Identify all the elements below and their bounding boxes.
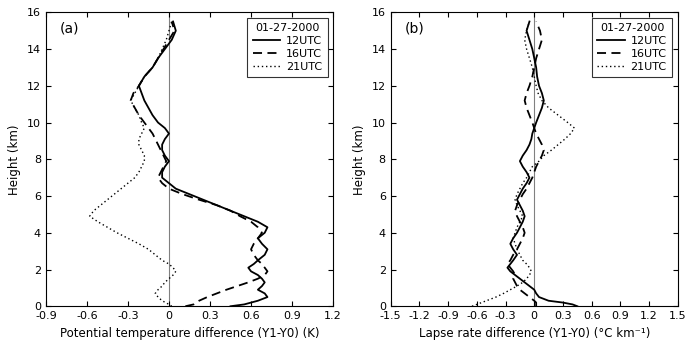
Legend: 12UTC, 16UTC, 21UTC: 12UTC, 16UTC, 21UTC (591, 18, 672, 77)
X-axis label: Potential temperature difference (Y1-Y0) (K): Potential temperature difference (Y1-Y0)… (60, 327, 319, 340)
Y-axis label: Height (km): Height (km) (8, 124, 22, 195)
Text: (a): (a) (60, 21, 80, 35)
Text: (b): (b) (405, 21, 425, 35)
Y-axis label: Height (km): Height (km) (353, 124, 366, 195)
X-axis label: Lapse rate difference (Y1-Y0) (°C km⁻¹): Lapse rate difference (Y1-Y0) (°C km⁻¹) (418, 327, 650, 340)
Legend: 12UTC, 16UTC, 21UTC: 12UTC, 16UTC, 21UTC (247, 18, 327, 77)
